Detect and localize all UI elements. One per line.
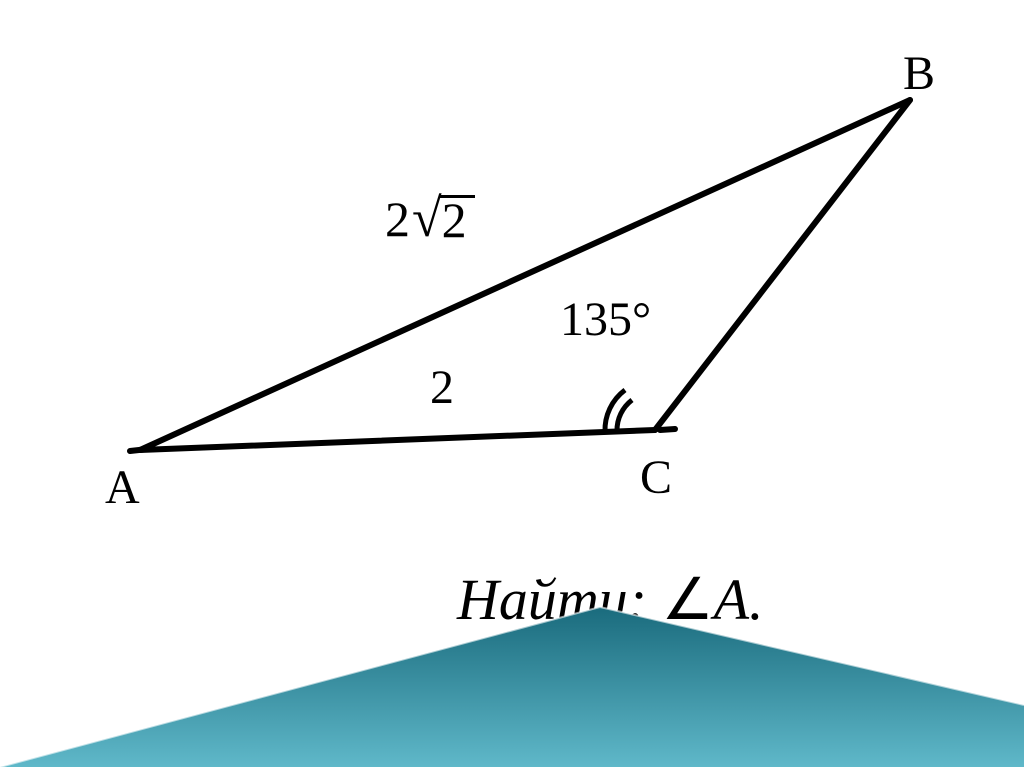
- side-ab: [140, 100, 910, 450]
- extension-a: [130, 449, 148, 451]
- side-ab-label: 2 √ 2: [385, 188, 467, 250]
- sqrt-radical-icon: √: [412, 188, 442, 248]
- extension-c: [660, 429, 675, 430]
- side-ac: [140, 430, 655, 450]
- vertex-b-label: B: [903, 46, 935, 101]
- triangle-svg: [100, 60, 950, 510]
- side-cb: [655, 100, 910, 430]
- angle-arc-inner: [617, 400, 632, 431]
- vertex-a-label: A: [105, 460, 140, 515]
- angle-c-label: 135°: [560, 292, 651, 347]
- decorative-swoosh: [0, 587, 1024, 767]
- side-ac-label: 2: [430, 360, 454, 415]
- side-ab-prefix: 2: [385, 190, 410, 248]
- vertex-c-label: C: [640, 450, 672, 505]
- sqrt-vinculum: [439, 195, 475, 198]
- geometry-diagram: A B C 2 √ 2 2 135°: [100, 60, 950, 510]
- side-ab-sqrt-value: 2: [442, 192, 467, 248]
